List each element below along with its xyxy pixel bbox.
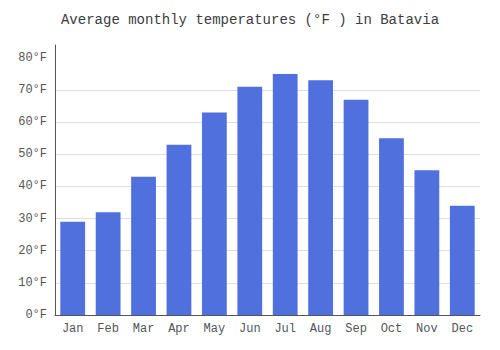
svg-text:Oct: Oct bbox=[381, 322, 403, 336]
svg-text:80°F: 80°F bbox=[18, 51, 47, 65]
svg-text:Dec: Dec bbox=[451, 322, 473, 336]
svg-text:30°F: 30°F bbox=[18, 212, 47, 226]
svg-text:50°F: 50°F bbox=[18, 147, 47, 161]
svg-text:0°F: 0°F bbox=[25, 308, 47, 322]
svg-text:10°F: 10°F bbox=[18, 276, 47, 290]
svg-text:Mar: Mar bbox=[133, 322, 155, 336]
svg-text:Aug: Aug bbox=[310, 322, 332, 336]
svg-text:40°F: 40°F bbox=[18, 179, 47, 193]
svg-text:Sep: Sep bbox=[345, 322, 367, 336]
svg-text:70°F: 70°F bbox=[18, 83, 47, 97]
svg-text:Apr: Apr bbox=[168, 322, 190, 336]
svg-text:Jan: Jan bbox=[62, 322, 84, 336]
svg-text:May: May bbox=[204, 322, 226, 336]
svg-text:Jul: Jul bbox=[274, 322, 296, 336]
svg-text:60°F: 60°F bbox=[18, 115, 47, 129]
svg-text:20°F: 20°F bbox=[18, 244, 47, 258]
svg-text:Feb: Feb bbox=[97, 322, 119, 336]
svg-text:Average monthly temperatures (: Average monthly temperatures (°F ) in Ba… bbox=[61, 12, 439, 28]
svg-text:Nov: Nov bbox=[416, 322, 438, 336]
svg-text:Jun: Jun bbox=[239, 322, 261, 336]
